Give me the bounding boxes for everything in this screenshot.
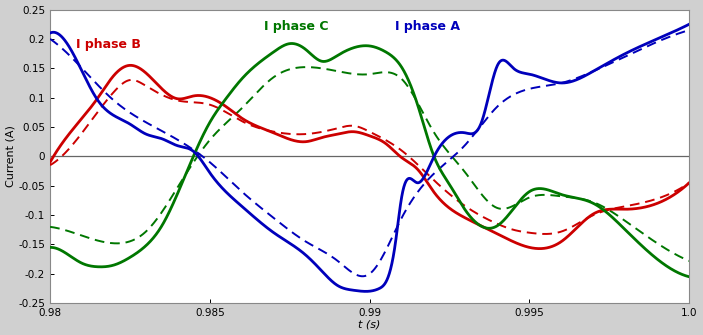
Text: I phase C: I phase C [264,20,329,33]
Text: I phase B: I phase B [76,38,141,51]
X-axis label: t (s): t (s) [359,320,381,329]
Text: I phase A: I phase A [395,20,460,33]
Y-axis label: Current (A): Current (A) [6,125,15,187]
